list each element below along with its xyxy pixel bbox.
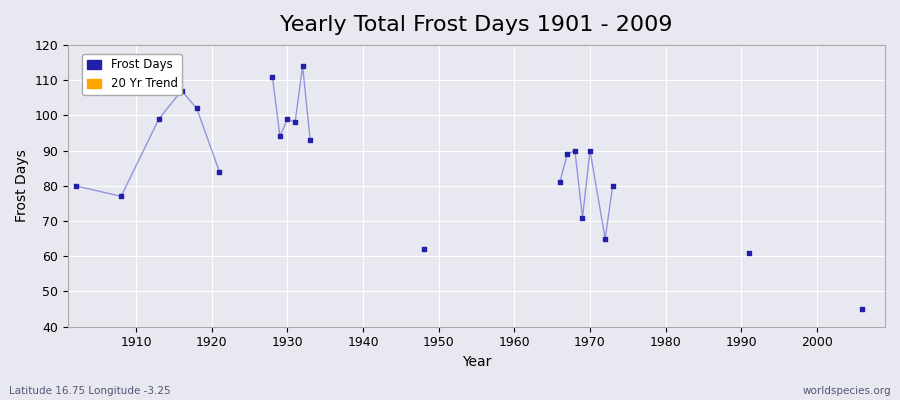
Point bbox=[606, 183, 620, 189]
Point bbox=[190, 105, 204, 112]
Point bbox=[266, 73, 280, 80]
Point bbox=[273, 133, 287, 140]
Point bbox=[583, 147, 598, 154]
Point bbox=[152, 116, 166, 122]
Point bbox=[598, 236, 612, 242]
Text: worldspecies.org: worldspecies.org bbox=[803, 386, 891, 396]
Point bbox=[553, 179, 567, 186]
Point bbox=[212, 168, 227, 175]
Title: Yearly Total Frost Days 1901 - 2009: Yearly Total Frost Days 1901 - 2009 bbox=[280, 15, 673, 35]
X-axis label: Year: Year bbox=[462, 355, 491, 369]
Point bbox=[114, 193, 129, 200]
Text: Latitude 16.75 Longitude -3.25: Latitude 16.75 Longitude -3.25 bbox=[9, 386, 171, 396]
Point bbox=[568, 147, 582, 154]
Point bbox=[575, 214, 590, 221]
Point bbox=[855, 306, 869, 312]
Point bbox=[280, 116, 294, 122]
Legend: Frost Days, 20 Yr Trend: Frost Days, 20 Yr Trend bbox=[82, 54, 183, 95]
Point bbox=[288, 119, 302, 126]
Y-axis label: Frost Days: Frost Days bbox=[15, 150, 29, 222]
Point bbox=[560, 151, 574, 157]
Point bbox=[742, 250, 756, 256]
Point bbox=[175, 88, 189, 94]
Point bbox=[295, 63, 310, 69]
Point bbox=[417, 246, 431, 252]
Point bbox=[68, 183, 83, 189]
Point bbox=[303, 137, 318, 143]
